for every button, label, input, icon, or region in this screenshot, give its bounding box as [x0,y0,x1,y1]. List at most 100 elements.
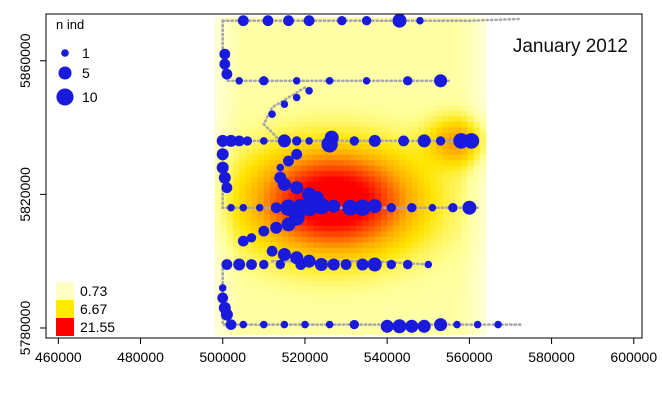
density-cell [251,176,259,183]
density-cell [331,39,339,46]
observation-point [277,134,291,148]
density-cell [233,55,240,62]
density-cell [251,44,259,51]
density-cell [454,208,462,215]
density-cell [467,247,475,254]
density-cell [239,181,246,188]
density-cell [331,296,339,303]
density-cell [344,28,351,35]
density-cell [282,263,290,270]
density-cell [257,307,265,314]
density-cell [276,44,283,51]
observation-point [380,319,394,333]
density-cell [448,269,456,276]
density-legend-swatch [56,300,74,318]
observation-point [266,245,278,257]
density-cell [344,176,351,183]
density-cell [319,323,327,330]
density-cell [417,290,425,297]
density-cell [319,50,327,57]
density-cell [454,88,462,95]
density-cell [393,154,401,161]
density-cell [374,247,382,254]
density-cell [307,285,314,292]
density-cell [479,165,487,172]
density-cell [233,323,240,330]
density-cell [313,323,320,330]
density-cell [362,290,370,297]
density-cell [319,77,327,84]
density-cell [399,154,407,161]
density-cell [233,132,240,139]
density-cell [448,312,456,319]
density-cell [461,290,468,297]
density-cell [405,296,413,303]
density-cell [368,66,376,73]
density-cell [282,274,290,281]
density-cell [233,181,240,188]
density-cell [393,159,401,166]
density-cell [350,290,357,297]
density-cell [257,121,265,128]
density-cell [239,301,246,308]
density-cell [233,285,240,292]
density-cell [233,22,240,29]
density-cell [331,93,339,100]
density-cell [356,252,364,259]
density-cell [214,93,222,100]
density-cell [399,269,407,276]
density-cell [417,104,425,111]
density-cell [417,28,425,35]
density-cell [454,307,462,314]
density-cell [263,82,271,90]
density-cell [356,143,364,150]
density-cell [319,88,327,95]
density-cell [220,323,228,330]
density-cell [331,312,339,319]
observation-point [221,259,233,270]
density-cell [448,110,456,117]
density-cell [270,50,277,57]
density-cell [226,44,234,51]
density-cell [319,230,327,237]
density-cell [263,104,271,111]
density-cell [239,115,246,122]
density-cell [226,110,234,117]
density-cell [257,274,265,281]
density-cell [337,33,345,40]
density-cell [233,93,240,100]
density-cell [257,93,265,100]
density-cell [362,170,370,177]
density-cell [350,214,357,221]
density-cell [276,301,283,308]
density-cell [387,301,394,308]
density-cell [337,148,345,155]
density-cell [319,28,327,35]
density-cell [245,72,253,79]
density-cell [344,219,351,226]
observation-point [462,200,477,215]
density-cell [263,66,271,73]
density-cell [226,50,234,57]
density-cell [263,318,271,325]
density-cell [319,219,327,226]
density-cell [214,290,222,297]
density-cell [319,110,327,117]
density-cell [417,214,425,221]
density-cell [313,176,320,183]
density-cell [233,82,240,90]
density-cell [319,99,327,106]
density-cell [282,301,290,308]
density-cell [239,296,246,303]
density-cell [405,219,413,226]
density-cell [239,61,246,68]
density-cell [448,247,456,254]
density-cell [380,44,388,51]
density-cell [325,154,333,161]
density-cell [331,176,339,183]
density-cell [220,241,228,248]
density-cell [479,318,487,325]
density-cell [411,88,419,95]
density-cell [411,285,419,292]
density-cell [473,148,481,155]
